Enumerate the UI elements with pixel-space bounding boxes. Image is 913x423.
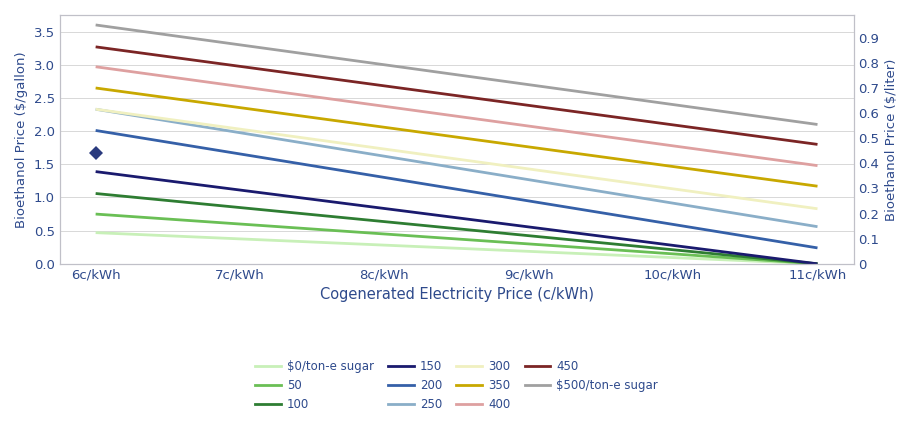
Y-axis label: Bioethanol Price ($/liter): Bioethanol Price ($/liter): [885, 58, 898, 221]
Y-axis label: Bioethanol Price ($/gallon): Bioethanol Price ($/gallon): [15, 51, 28, 228]
X-axis label: Cogenerated Electricity Price (c/kWh): Cogenerated Electricity Price (c/kWh): [320, 287, 593, 302]
Legend: $0/ton-e sugar, 50, 100, 150, 200, 250, 300, 350, 400, 450, $500/ton-e sugar: $0/ton-e sugar, 50, 100, 150, 200, 250, …: [249, 354, 664, 417]
